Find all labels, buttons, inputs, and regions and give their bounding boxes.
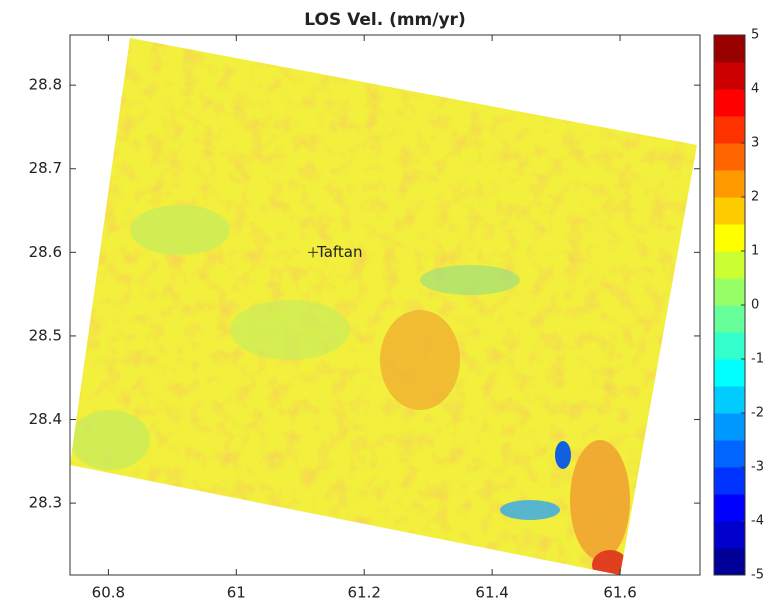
colorbar-band	[714, 305, 745, 333]
colorbar-band	[714, 494, 745, 522]
x-tick-label: 61.4	[475, 584, 508, 602]
colorbar-band	[714, 413, 745, 441]
colorbar-band	[714, 143, 745, 171]
colorbar-band	[714, 89, 745, 117]
colorbar-band	[714, 197, 745, 225]
colorbar-tick-label: 2	[751, 190, 759, 205]
colorbar-band	[714, 35, 745, 63]
colorbar-band	[714, 332, 745, 360]
y-tick-label: 28.5	[29, 326, 62, 344]
swath-raster	[70, 38, 697, 575]
site-marker	[308, 247, 319, 258]
plot-frame	[69, 34, 701, 576]
colorbar-band	[714, 251, 745, 279]
colorbar-band	[714, 440, 745, 468]
y-tick-label: 28.3	[29, 494, 62, 512]
x-tick-label: 60.8	[92, 584, 125, 602]
colorbar-band	[714, 521, 745, 549]
colorbar-frame	[713, 34, 746, 576]
colorbar-band	[714, 170, 745, 198]
x-tick-label: 61.2	[348, 584, 381, 602]
colorbar-tick-label: -5	[751, 568, 764, 583]
x-tick-label: 61	[227, 584, 246, 602]
site-label: Taftan	[316, 243, 362, 261]
chart-title: LOS Vel. (mm/yr)	[304, 10, 465, 30]
colorbar-band	[714, 224, 745, 252]
colorbar-tick-label: -2	[751, 406, 764, 421]
colorbar-tick-label: 3	[751, 136, 759, 151]
y-tick-label: 28.8	[29, 76, 62, 94]
y-tick-label: 28.6	[29, 243, 62, 261]
colorbar-tick-label: 4	[751, 82, 759, 97]
colorbar-band	[714, 116, 745, 144]
colorbar-band	[714, 359, 745, 387]
colorbar-tick-label: 0	[751, 298, 759, 313]
colorbar-tick-label: 5	[751, 28, 759, 43]
colorbar-tick-label: 1	[751, 244, 759, 259]
y-tick-label: 28.7	[29, 159, 62, 177]
colorbar-tick-label: -3	[751, 460, 764, 475]
colorbar-tick-label: -4	[751, 514, 764, 529]
colorbar-tick-label: -1	[751, 352, 764, 367]
colorbar-band	[714, 386, 745, 414]
colorbar-band	[714, 467, 745, 495]
y-tick-label: 28.4	[29, 410, 62, 428]
colorbar-band	[714, 278, 745, 306]
colorbar-band	[714, 548, 745, 576]
x-tick-label: 61.6	[603, 584, 636, 602]
colorbar-band	[714, 62, 745, 90]
